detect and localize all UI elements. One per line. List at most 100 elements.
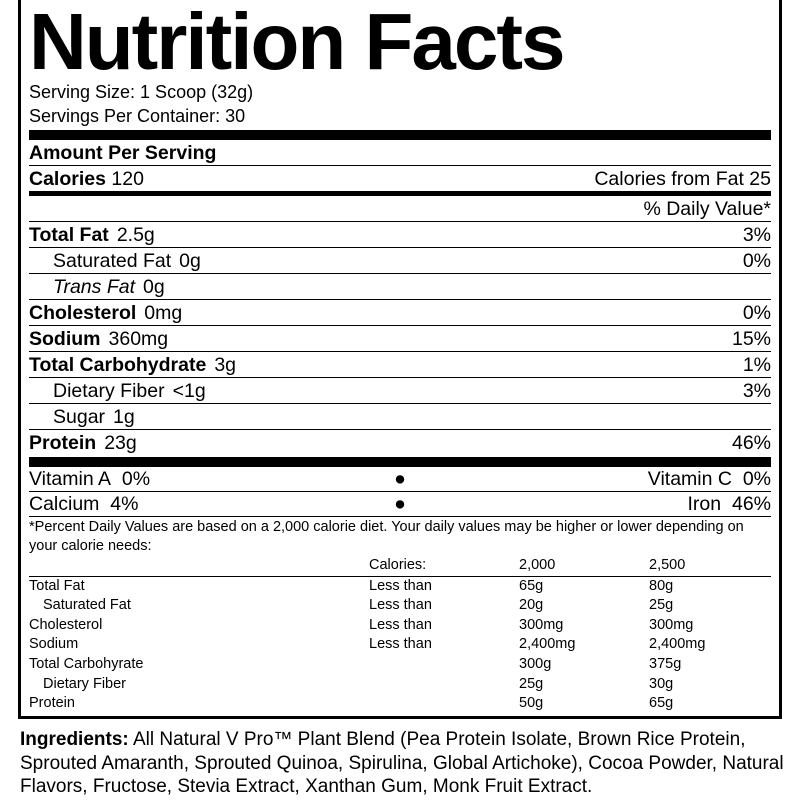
nutrient-dv: 15% — [731, 328, 771, 350]
table-row: Sodium Less than 2,400mg 2,400mg — [29, 635, 771, 655]
nutrient-dv: 3% — [742, 224, 771, 246]
daily-values-table: Calories: 2,000 2,500 Total Fat Less than… — [29, 556, 771, 714]
table-row: Cholesterol Less than 300mg 300mg — [29, 616, 771, 636]
vitamin-name: Vitamin C — [647, 468, 732, 490]
table-cell: 65g — [519, 577, 544, 594]
table-cell: Calories: — [369, 556, 519, 577]
table-cell: 300mg — [649, 616, 694, 633]
nutrient-row-sugar: Sugar 1g — [29, 404, 771, 430]
table-cell — [369, 675, 519, 695]
calories-label: Calories — [29, 168, 106, 190]
vitamin-dv: 0% — [121, 468, 151, 490]
bullet-icon: ● — [394, 493, 406, 515]
nutrition-facts-label: Nutrition Facts Serving Size: 1 Scoop (3… — [18, 0, 782, 719]
amount-per-serving-label: Amount Per Serving — [29, 142, 217, 164]
nutrient-dv: 3% — [742, 380, 771, 402]
table-cell: Less than — [369, 636, 432, 653]
nutrient-amount: 23g — [104, 432, 137, 454]
nutrient-amount: 0g — [179, 250, 201, 272]
table-cell: Cholesterol — [29, 616, 103, 633]
calories-row: Calories 120 Calories from Fat 25 — [29, 166, 771, 191]
vitamin-dv: 0% — [742, 468, 771, 490]
nutrient-amount: 0mg — [144, 302, 183, 324]
table-row: Saturated Fat Less than 20g 25g — [29, 596, 771, 616]
servings-per-container: Servings Per Container: 30 — [29, 106, 246, 126]
table-cell: Less than — [369, 616, 432, 633]
table-cell: 20g — [519, 597, 544, 614]
nutrient-name: Saturated Fat — [53, 250, 172, 272]
vitamin-dv: 4% — [110, 493, 139, 515]
table-cell: 2,000 — [519, 556, 649, 577]
table-cell: 2,500 — [649, 556, 771, 577]
ingredients-label: Ingredients: — [20, 729, 129, 750]
nutrient-dv: 0% — [742, 302, 771, 324]
table-cell: 2,400mg — [519, 636, 576, 653]
calories-value: 120 — [111, 168, 144, 190]
vitamin-row: Vitamin A 0% ● Vitamin C 0% — [29, 467, 771, 492]
footnote: *Percent Daily Values are based on a 2,0… — [29, 519, 744, 554]
table-cell: 2,400mg — [649, 636, 706, 653]
nutrient-dv: 1% — [742, 354, 771, 376]
nutrient-name: Dietary Fiber — [53, 380, 165, 402]
vitamin-name: Vitamin A — [29, 468, 112, 490]
nutrient-amount: 2.5g — [116, 224, 155, 246]
table-cell: 25g — [649, 597, 674, 614]
vitamin-name: Iron — [687, 493, 722, 515]
table-cell: Total Fat — [29, 577, 85, 594]
vitamin-name: Calcium — [29, 493, 100, 515]
table-cell: 25g — [519, 675, 544, 692]
divider-medium — [29, 191, 771, 196]
nutrient-name: Sugar — [53, 406, 106, 428]
nutrient-row-trans-fat: Trans Fat 0g — [29, 274, 771, 300]
nutrient-name: Total Carbohydrate — [29, 354, 207, 376]
nutrient-dv: 46% — [731, 432, 771, 454]
table-cell: 30g — [649, 675, 674, 692]
nutrient-amount: <1g — [172, 380, 206, 402]
table-cell: Saturated Fat — [43, 597, 131, 614]
nutrient-row-saturated-fat: Saturated Fat 0g 0% — [29, 248, 771, 274]
table-cell — [369, 655, 519, 675]
nutrient-amount: 1g — [113, 406, 135, 428]
table-cell: Less than — [369, 577, 432, 594]
table-row: Protein 50g 65g — [29, 694, 771, 714]
nutrient-name: Protein — [29, 432, 97, 454]
table-cell: 65g — [649, 695, 674, 712]
table-row: Total Fat Less than 65g 80g — [29, 576, 771, 596]
nutrient-name: Cholesterol — [29, 302, 137, 324]
vitamin-dv: 46% — [731, 493, 771, 515]
divider-thick — [29, 130, 771, 140]
table-cell: Total Carbohyrate — [29, 655, 144, 672]
nutrient-name: Total Fat — [29, 224, 109, 246]
nutrient-name: Trans Fat — [53, 276, 135, 298]
nutrient-dv: 0% — [742, 250, 771, 272]
vitamin-row: Calcium 4% ● Iron 46% — [29, 492, 771, 517]
nutrient-row-total-fat: Total Fat 2.5g 3% — [29, 222, 771, 248]
table-cell: 300g — [519, 655, 552, 672]
table-cell: Protein — [29, 695, 75, 712]
divider-thick — [29, 457, 771, 467]
nutrient-amount: 360mg — [108, 328, 169, 350]
nutrient-amount: 0g — [143, 276, 165, 298]
nutrient-row-cholesterol: Cholesterol 0mg 0% — [29, 300, 771, 326]
nutrient-row-protein: Protein 23g 46% — [29, 430, 771, 455]
bullet-icon: ● — [394, 468, 406, 490]
table-cell — [369, 694, 519, 714]
nutrient-row-total-carbohydrate: Total Carbohydrate 3g 1% — [29, 352, 771, 378]
ingredients: Ingredients: All Natural V Pro™ Plant Bl… — [20, 728, 800, 799]
table-cell: 80g — [649, 577, 674, 594]
table-cell: Less than — [369, 597, 432, 614]
nutrient-row-dietary-fiber: Dietary Fiber <1g 3% — [29, 378, 771, 404]
daily-value-header: % Daily Value* — [643, 198, 771, 220]
nutrient-name: Sodium — [29, 328, 101, 350]
table-row: Dietary Fiber 25g 30g — [29, 675, 771, 695]
daily-value-header-row: % Daily Value* — [29, 196, 771, 222]
table-cell: 300mg — [519, 616, 564, 633]
nutrient-amount: 3g — [214, 354, 237, 376]
serving-size: Serving Size: 1 Scoop (32g) — [29, 82, 254, 102]
table-cell: Sodium — [29, 636, 79, 653]
table-row: Total Carbohyrate 300g 375g — [29, 655, 771, 675]
ingredients-text: All Natural V Pro™ Plant Blend (Pea Prot… — [20, 729, 784, 797]
nutrient-row-sodium: Sodium 360mg 15% — [29, 326, 771, 352]
table-header: Calories: 2,000 2,500 — [29, 556, 771, 577]
table-cell: Dietary Fiber — [43, 675, 126, 692]
